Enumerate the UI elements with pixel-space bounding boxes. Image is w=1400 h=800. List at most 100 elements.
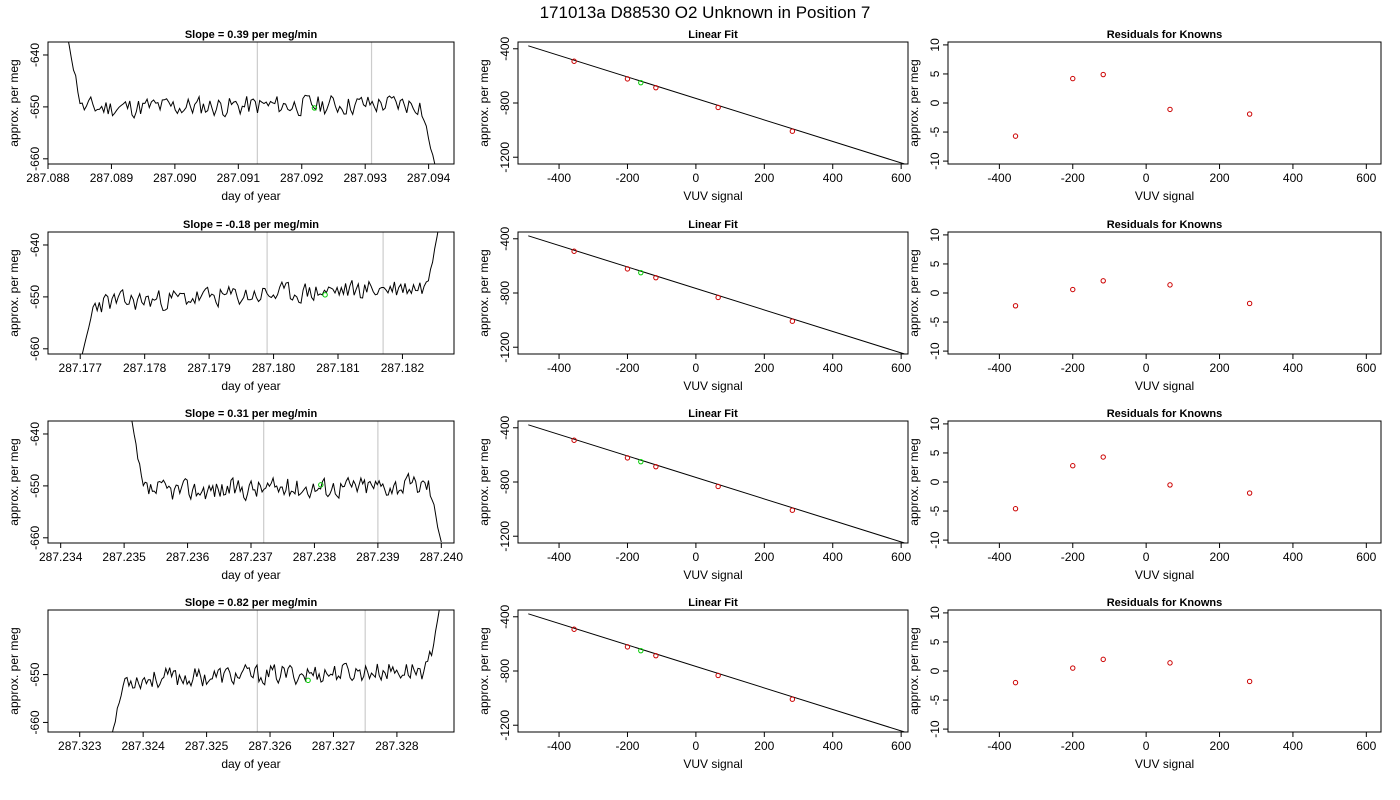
residual-point — [1070, 665, 1076, 671]
residual-point — [1246, 490, 1253, 496]
series-line — [81, 232, 439, 354]
fit-line — [528, 613, 905, 732]
y-tick-label: -800 — [498, 470, 512, 494]
known-point — [715, 483, 721, 490]
y-tick-label: -400 — [498, 226, 512, 250]
x-axis-label: day of year — [221, 568, 280, 582]
x-tick-label: 287.094 — [407, 171, 451, 185]
x-tick-label: 287.093 — [343, 171, 387, 185]
x-tick-label: 600 — [1356, 171, 1376, 185]
x-axis-label: VUV signal — [683, 568, 742, 582]
y-tick-label: 5 — [928, 449, 942, 456]
plot-area — [1012, 278, 1253, 309]
known-point — [653, 274, 659, 281]
known-point — [571, 248, 577, 254]
x-tick-label: 287.239 — [356, 550, 400, 564]
known-point — [624, 455, 631, 461]
known-point — [653, 652, 659, 659]
x-axis-label: VUV signal — [1135, 568, 1194, 582]
x-tick-label: -400 — [987, 171, 1011, 185]
y-axis-label: approx. per meg — [477, 627, 491, 714]
residual-point — [1246, 300, 1253, 307]
series-line — [111, 610, 440, 732]
y-tick-label: -660 — [28, 525, 42, 549]
fit-line — [528, 45, 905, 164]
x-tick-label: 0 — [693, 361, 700, 375]
plot-area — [528, 45, 905, 164]
residual-point — [1246, 111, 1253, 117]
plot-frame — [47, 609, 455, 733]
x-tick-label: 600 — [891, 171, 911, 185]
x-tick-label: 287.177 — [59, 361, 103, 375]
panel-title: Residuals for Knowns — [1107, 219, 1223, 231]
series-line — [131, 421, 442, 543]
residual-point — [1167, 660, 1173, 666]
x-tick-label: -400 — [547, 171, 571, 185]
unknown-point — [305, 677, 311, 684]
x-tick-label: 287.088 — [26, 171, 70, 185]
panel-title: Slope = -0.18 per meg/min — [183, 219, 319, 231]
x-tick-label: 400 — [823, 361, 843, 375]
x-tick-label: 600 — [891, 361, 911, 375]
y-tick-label: -650 — [28, 474, 42, 498]
x-tick-label: 287.326 — [248, 739, 292, 753]
x-tick-label: -400 — [547, 739, 571, 753]
unknown-point — [638, 458, 644, 465]
y-axis-label: approx. per meg — [907, 59, 921, 146]
y-tick-label: -800 — [498, 281, 512, 305]
unknown-point — [322, 292, 328, 298]
x-tick-label: 200 — [1210, 361, 1230, 375]
x-tick-label: 400 — [1283, 739, 1303, 753]
y-axis-label: approx. per meg — [477, 59, 491, 146]
x-tick-label: 600 — [1356, 361, 1376, 375]
x-tick-label: 200 — [1210, 739, 1230, 753]
plot-frame — [947, 420, 1382, 544]
x-tick-label: -200 — [1061, 550, 1085, 564]
x-tick-label: 0 — [693, 171, 700, 185]
unknown-point — [311, 105, 318, 111]
panel-title: Residuals for Knowns — [1107, 408, 1223, 420]
x-tick-label: 0 — [1143, 171, 1150, 185]
x-tick-label: 600 — [1356, 739, 1376, 753]
known-point — [715, 294, 721, 301]
plot-frame — [517, 41, 909, 165]
unknown-point — [638, 79, 644, 86]
y-tick-label: -1200 — [498, 521, 512, 552]
known-point — [653, 84, 659, 91]
x-axis-label: day of year — [221, 379, 280, 393]
known-point — [789, 128, 796, 134]
panel-title: Slope = 0.31 per meg/min — [185, 408, 318, 420]
x-tick-label: -400 — [987, 550, 1011, 564]
known-point — [624, 76, 631, 82]
plot-frame — [517, 231, 909, 355]
figure-title: 171013a D88530 O2 Unknown in Position 7 — [540, 3, 871, 22]
x-tick-label: 287.182 — [381, 361, 425, 375]
time-series-1: Slope = 0.39 per meg/min 287.088 287.089 28… — [7, 29, 455, 203]
time-series-2: Slope = -0.18 per meg/min 287.177 287.178 2… — [7, 219, 455, 393]
x-tick-label: 400 — [1283, 171, 1303, 185]
x-tick-label: 400 — [1283, 550, 1303, 564]
y-tick-label: 0 — [928, 667, 942, 674]
y-tick-label: -1200 — [498, 710, 512, 741]
residual-point — [1100, 656, 1106, 663]
x-tick-label: 287.240 — [420, 550, 464, 564]
panels-container: Slope = 0.39 per meg/min 287.088 287.089 28… — [7, 29, 1382, 771]
y-axis-label: approx. per meg — [907, 438, 921, 525]
x-tick-label: -400 — [987, 361, 1011, 375]
x-tick-label: -200 — [1061, 739, 1085, 753]
residual-point — [1070, 286, 1076, 293]
y-axis-label: approx. per meg — [7, 59, 21, 146]
x-tick-label: 200 — [1210, 171, 1230, 185]
x-tick-label: 287.179 — [187, 361, 231, 375]
x-axis-label: VUV signal — [683, 757, 742, 771]
plot-frame — [517, 609, 909, 733]
plot-area — [1012, 454, 1253, 512]
y-tick-label: -10 — [928, 342, 942, 360]
plot-area — [68, 42, 436, 164]
y-tick-label: -10 — [928, 531, 942, 549]
x-tick-label: -200 — [615, 361, 639, 375]
x-tick-label: -200 — [615, 739, 639, 753]
y-axis-label: approx. per meg — [907, 627, 921, 714]
residual-point — [1246, 678, 1253, 685]
